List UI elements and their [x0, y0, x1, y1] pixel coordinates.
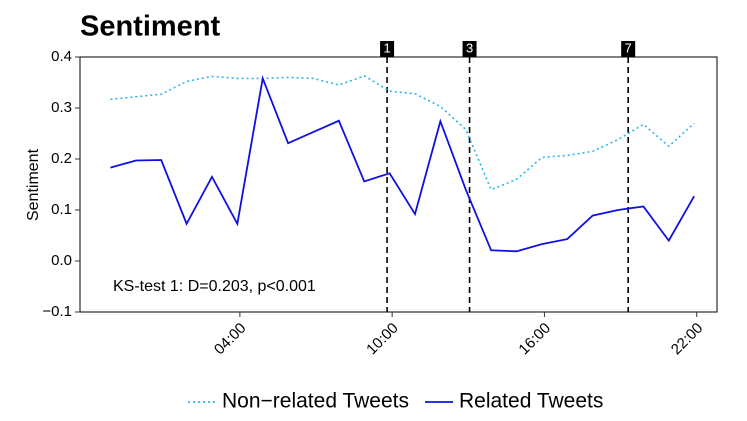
- event-label-box: [621, 41, 636, 57]
- event-label: 7: [625, 40, 632, 55]
- y-tick-label: 0.1: [51, 201, 72, 218]
- y-tick-label: 0.2: [51, 150, 72, 167]
- annotation: KS-test 1: D=0.203, p<0.001: [113, 278, 316, 295]
- y-tick-label: 0.0: [51, 252, 72, 269]
- legend-label: Non−related Tweets: [222, 390, 409, 413]
- series-line: [110, 74, 695, 191]
- x-tick-label: 16:00: [515, 320, 554, 359]
- y-axis-label: Sentiment: [25, 148, 42, 221]
- x-tick-label: 10:00: [363, 320, 402, 359]
- y-tick-label: 0.3: [51, 99, 72, 116]
- y-tick-label: 0.4: [51, 48, 72, 65]
- event-label: 1: [383, 40, 390, 55]
- legend-label: Related Tweets: [459, 390, 603, 413]
- event-label-box: [380, 41, 395, 57]
- series-line: [110, 75, 695, 253]
- y-tick-label: −0.1: [42, 303, 72, 320]
- x-tick-label: 04:00: [211, 320, 250, 359]
- event-label: 3: [466, 40, 473, 55]
- plot-border: [79, 56, 718, 313]
- chart-title: Sentiment: [80, 11, 221, 43]
- x-tick-label: 22:00: [668, 320, 707, 359]
- event-label-box: [462, 41, 477, 57]
